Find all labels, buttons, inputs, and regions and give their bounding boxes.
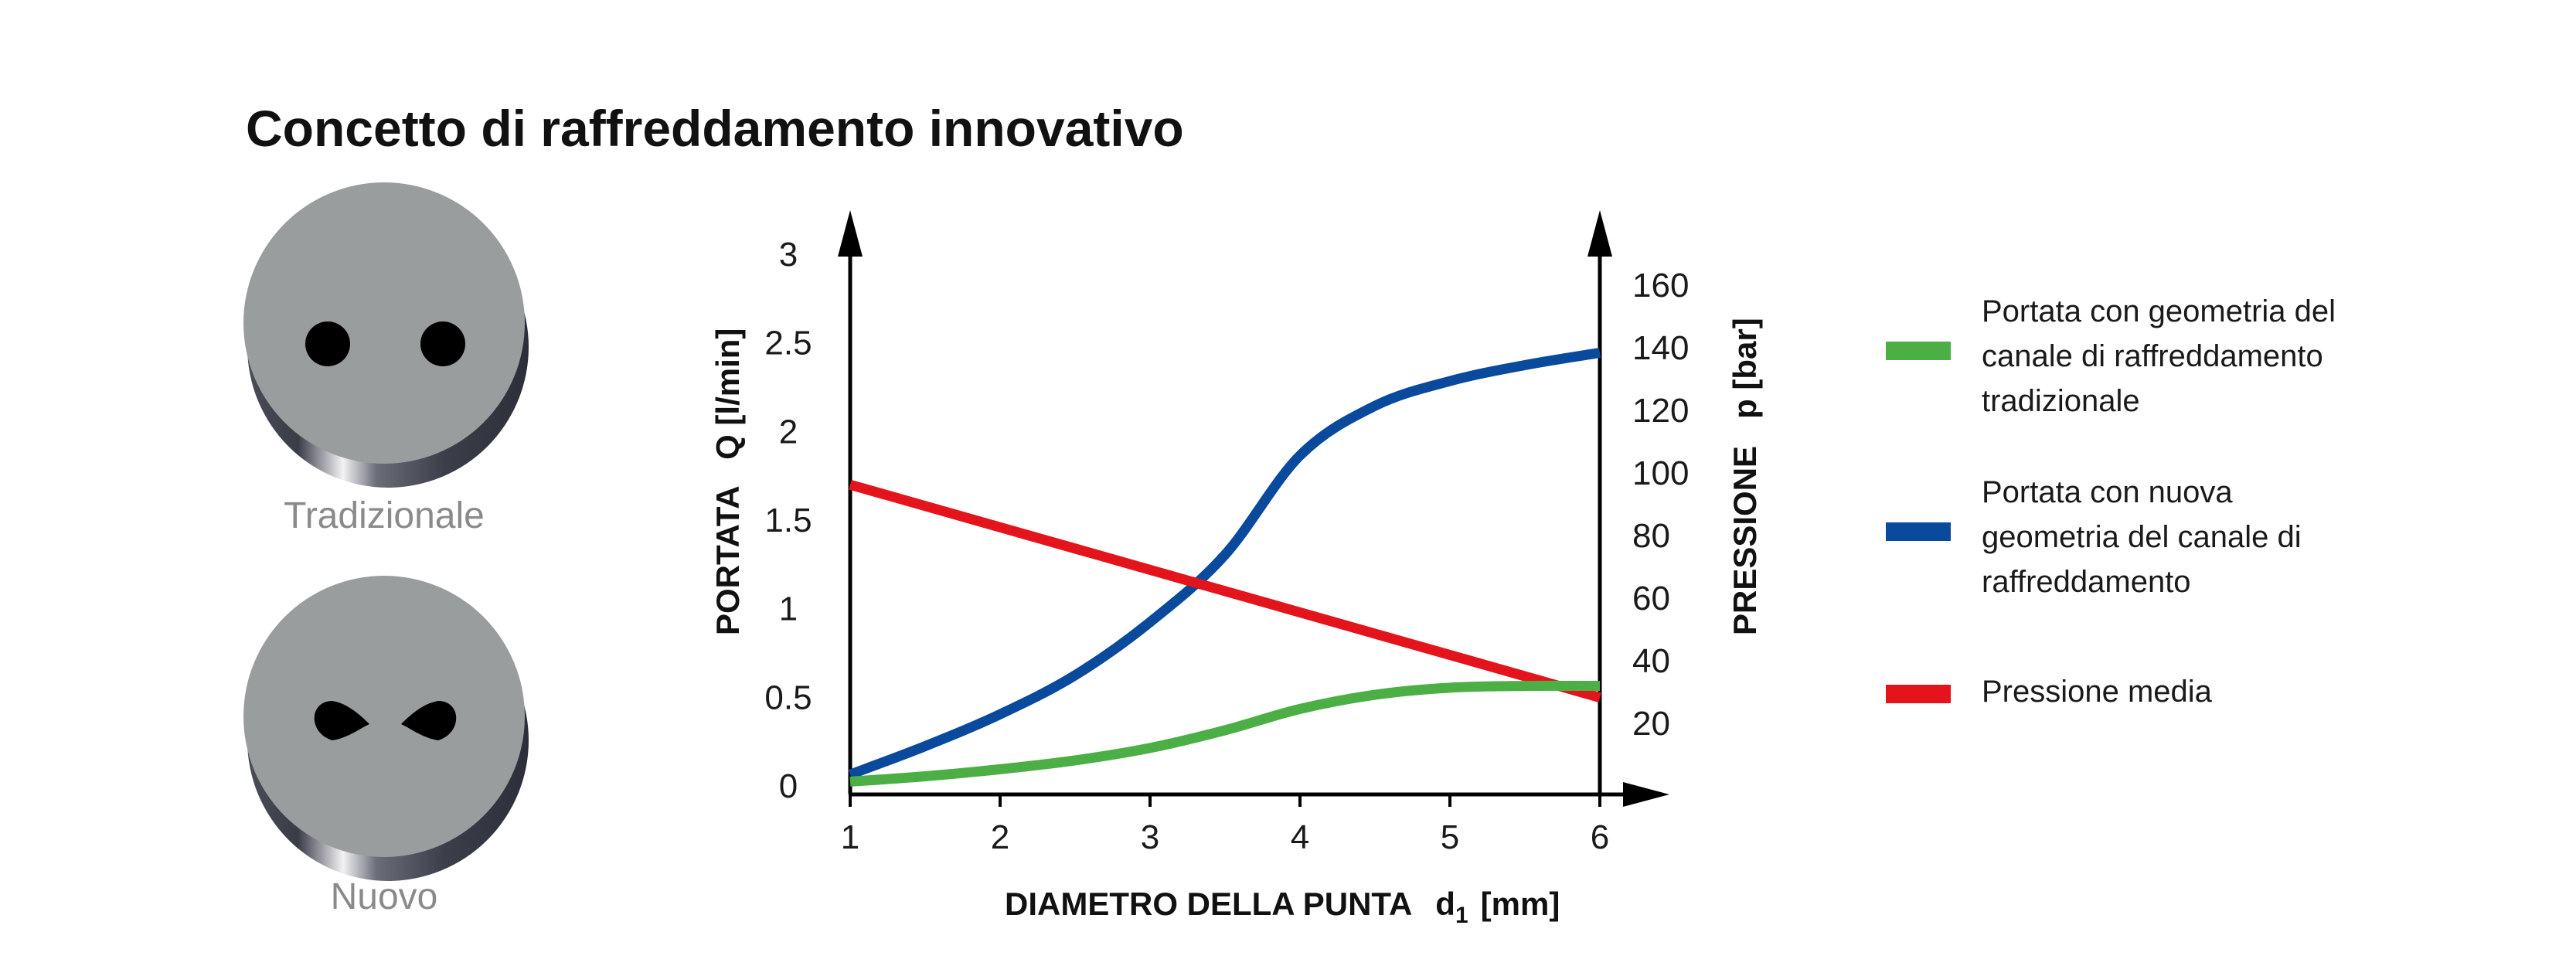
y-left-tick-label: 1.5 xyxy=(764,502,812,539)
legend-swatch-green xyxy=(1886,342,1951,360)
nozzle-new-label: Nuovo xyxy=(330,876,438,917)
x-tick-label: 4 xyxy=(1291,818,1309,856)
series-line-red xyxy=(849,479,1601,702)
x-axis-title: DIAMETRO DELLA PUNTA d1 [mm] xyxy=(1005,886,1560,928)
y-right-tick-label: 100 xyxy=(1632,454,1689,492)
right-y-axis-title: PRESSIONE p [bar] xyxy=(1727,318,1763,635)
legend-label: Portata con nuova geometria del canale di… xyxy=(1982,475,2302,599)
round-channel-left xyxy=(305,321,350,366)
y-left-tick-label: 3 xyxy=(779,236,798,274)
x-tick-label: 2 xyxy=(991,818,1009,856)
left-y-axis-title: PORTATA Q [l/min] xyxy=(710,328,746,635)
right-y-axis-arrow xyxy=(1587,210,1612,257)
y-right-tick-label: 120 xyxy=(1632,392,1689,430)
nozzle-new-graphic xyxy=(243,576,529,881)
y-left-tick-label: 2.5 xyxy=(764,325,812,362)
legend-swatch-blue xyxy=(1886,522,1951,541)
y-right-tick-label: 20 xyxy=(1632,705,1670,743)
y-right-tick-label: 160 xyxy=(1632,267,1689,304)
y-left-tick-label: 0.5 xyxy=(764,679,812,716)
disc-face xyxy=(243,182,525,464)
disc-face xyxy=(243,576,525,857)
y-left-tick-label: 2 xyxy=(779,413,798,451)
left-y-axis-arrow xyxy=(838,210,863,257)
x-tick-label: 5 xyxy=(1441,818,1459,856)
y-right-tick-label: 80 xyxy=(1632,517,1670,555)
x-tick-label: 1 xyxy=(841,818,859,856)
nozzle-traditional-label: Tradizionale xyxy=(284,495,485,536)
y-left-tick-labels: 0 0.5 1 1.5 2 2.5 3 xyxy=(764,236,812,805)
y-left-tick-label: 0 xyxy=(779,767,798,805)
page-title: Concetto di raffreddamento innovativo xyxy=(246,100,1184,157)
legend-label: Portata con geometria del canale di raffr… xyxy=(1982,294,2336,418)
round-channel-right xyxy=(420,321,465,366)
shaped-channel-left xyxy=(314,701,369,740)
y-right-tick-label: 40 xyxy=(1632,642,1670,680)
y-right-tick-label: 60 xyxy=(1632,580,1670,617)
legend-swatch-red xyxy=(1886,685,1951,703)
x-tick-labels: 1 2 3 4 5 6 xyxy=(841,794,1609,856)
x-axis-arrow xyxy=(1623,782,1669,807)
shaped-channel-right xyxy=(401,701,457,740)
y-right-tick-label: 140 xyxy=(1632,329,1689,367)
chart-axes xyxy=(838,210,1669,807)
x-tick-label: 6 xyxy=(1591,818,1609,856)
y-right-tick-labels: 20 40 60 80 100 120 140 160 xyxy=(1632,267,1689,743)
nozzle-traditional-graphic xyxy=(243,182,529,488)
y-left-tick-label: 1 xyxy=(779,590,798,628)
series-lines xyxy=(848,348,1601,787)
series-line-green xyxy=(849,680,1601,787)
series-line-blue xyxy=(848,348,1601,780)
x-tick-label: 3 xyxy=(1141,818,1159,856)
legend-label: Pressione media xyxy=(1982,675,2212,709)
